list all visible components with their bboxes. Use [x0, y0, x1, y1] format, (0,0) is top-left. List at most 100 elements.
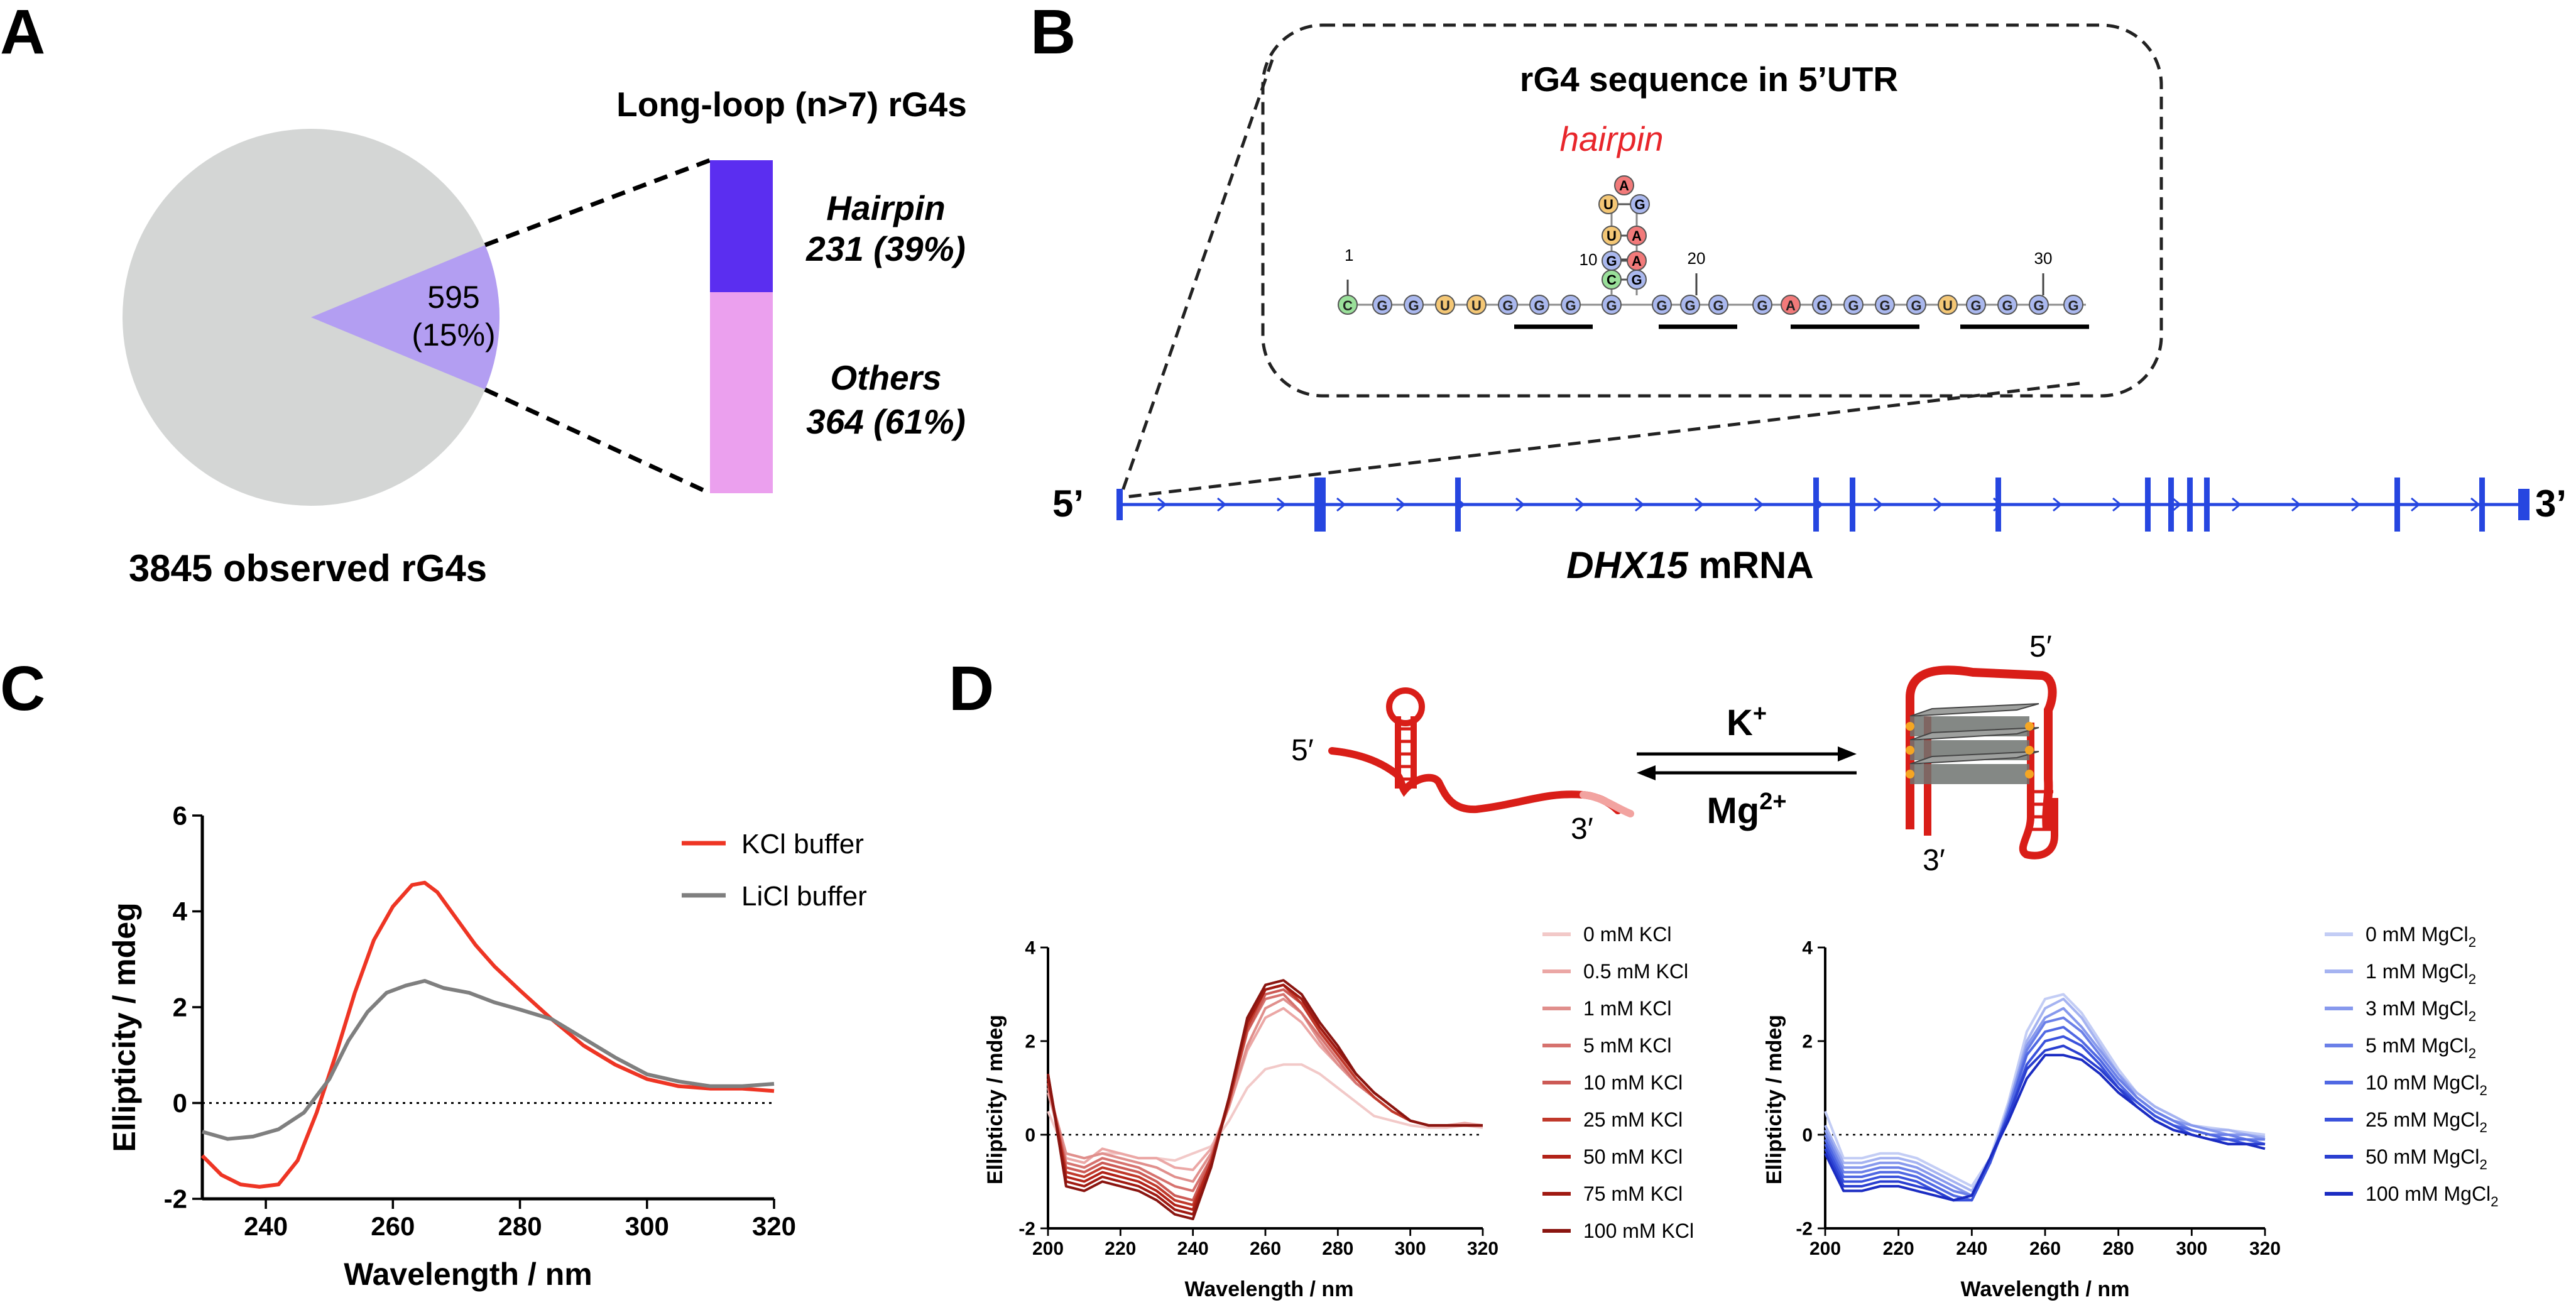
- series-line: [200, 880, 775, 1189]
- k-dot: [2025, 746, 2034, 755]
- nucleotide-letter: G: [1534, 298, 1544, 314]
- nucleotide-node: [1404, 295, 1424, 315]
- chart-c-xlabel: Wavelength / nm: [344, 1257, 592, 1292]
- legend-label: 75 mM KCl: [1583, 1182, 1683, 1205]
- mrna-exon: [1995, 478, 2001, 532]
- series-line: [1047, 993, 1483, 1193]
- x-tick-label: 220: [1105, 1238, 1136, 1259]
- x-tick-label: 280: [498, 1211, 542, 1241]
- x-tick-label: 300: [2176, 1238, 2207, 1259]
- nucleotide-letter: U: [1943, 298, 1953, 314]
- left-3-prime: 3′: [1571, 812, 1593, 846]
- stem-letter-right: A: [1632, 253, 1642, 269]
- legend-label: 5 mM MgCl2: [2366, 1034, 2476, 1061]
- mrna-exon: [2168, 478, 2174, 532]
- rna-stem-pairs: [1398, 727, 1414, 781]
- x-tick-label: 320: [752, 1211, 796, 1241]
- panel-b: rG4 sequence in 5’UTR hairpin 1 10 20 30…: [1052, 23, 2567, 586]
- nucleotide-letter: U: [1440, 298, 1450, 314]
- nucleotide-node: [2063, 295, 2083, 315]
- stem-letter-left: U: [1607, 228, 1617, 244]
- g-quartet-2: [1909, 727, 2039, 741]
- k-dot: [1906, 746, 1914, 755]
- nucleotide-letter: G: [1848, 298, 1858, 314]
- chart-dk-ylabel: Ellipticity / mdeg: [983, 1015, 1007, 1184]
- rna-unfolded: [1328, 747, 1622, 814]
- x-tick-label: 260: [2029, 1238, 2061, 1259]
- panel-a-title: Long-loop (n>7) rG4s: [616, 85, 967, 124]
- g-quartet-3-face: [1910, 764, 2029, 784]
- inset-box: [1261, 23, 2163, 398]
- nucleotide-letter: G: [1816, 298, 1827, 314]
- direction-arrow: [1277, 497, 1287, 512]
- stem-letter-right: G: [1631, 272, 1642, 288]
- legend-label: 3 mM MgCl2: [2366, 997, 2476, 1024]
- nucleotide-letter: G: [1565, 298, 1576, 314]
- chart-dm-axes: 200 220 240 260 280 300 320 -2 0 2 4: [1796, 938, 2281, 1260]
- stem-node-right: [1630, 194, 1650, 214]
- chart-c: Ellipticity / mdeg Wavelength / nm 240 26…: [107, 801, 867, 1292]
- stem-letter-left: U: [1603, 197, 1613, 212]
- y-tick-label: 6: [173, 801, 187, 831]
- y-tick-label: 2: [1802, 1032, 1813, 1052]
- nucleotide-letter: G: [1879, 298, 1890, 314]
- direction-arrow: [1336, 497, 1346, 512]
- chart-d-kcl: Ellipticity / mdeg Wavelength / nm 200 22…: [983, 923, 1694, 1301]
- y-tick-label: 4: [1802, 938, 1813, 959]
- hairpin-name: Hairpin: [826, 188, 945, 227]
- direction-arrow: [1396, 497, 1406, 512]
- k-ion-dots: [1906, 722, 2034, 778]
- k-dot: [1906, 722, 1914, 731]
- legend-label: 25 mM KCl: [1583, 1108, 1683, 1131]
- chart-d-mgcl2: Ellipticity / mdeg Wavelength / nm 200 22…: [1762, 923, 2499, 1301]
- legend-label: 100 mM KCl: [1583, 1220, 1694, 1242]
- stem-node-left: [1602, 270, 1622, 290]
- right-5-prime: 5′: [2029, 630, 2052, 663]
- pie-caption: 3845 observed rG4s: [129, 547, 487, 589]
- direction-arrow: [1754, 497, 1764, 512]
- direction-arrow: [1933, 497, 1943, 512]
- y-tick-label: 2: [1025, 1032, 1035, 1052]
- nucleotide-node: [1652, 295, 1672, 315]
- series-line: [1824, 1016, 2265, 1197]
- nucleotide-letter: G: [1970, 298, 1981, 314]
- hairpin-structure: U GU AG AC GA: [1598, 175, 1650, 295]
- pie-slice-long-loop: [311, 245, 500, 390]
- chart-c-legend: KCl buffer LiCl buffer: [682, 829, 867, 912]
- nucleotide-node: [1466, 295, 1487, 315]
- mrna-exon: [2187, 478, 2193, 532]
- k-dot: [2025, 722, 2034, 731]
- y-tick-label: -2: [1796, 1219, 1813, 1240]
- nucleotide-node: [1708, 295, 1728, 315]
- inset-title: rG4 sequence in 5’UTR: [1520, 60, 1898, 99]
- series-line: [1824, 1054, 2266, 1202]
- k-ion-charge: +: [1753, 701, 1767, 727]
- g4-hairpin-stem: [2031, 790, 2053, 831]
- direction-arrow: [1695, 497, 1705, 512]
- nucleotide-letter: G: [1713, 298, 1723, 314]
- legend-label: 100 mM MgCl2: [2366, 1182, 2499, 1209]
- direction-arrow: [2470, 497, 2480, 512]
- nucleotide-letter: G: [1656, 298, 1667, 314]
- direction-arrow: [1515, 497, 1525, 512]
- series-line: [1047, 988, 1483, 1202]
- mrna-exon: [2394, 478, 2400, 532]
- legend-label: 25 mM MgCl2: [2366, 1108, 2487, 1135]
- direction-arrow: [2112, 497, 2122, 512]
- series-line: [1824, 1035, 2265, 1202]
- legend-label: 1 mM KCl: [1583, 997, 1671, 1020]
- y-tick-label: 4: [173, 897, 188, 926]
- nucleotide-node: [1997, 295, 2017, 315]
- nucleotide-letter: G: [1911, 298, 1921, 314]
- zoom-line-top: [484, 158, 711, 248]
- nucleotide-letter: G: [1502, 298, 1513, 314]
- direction-arrow: [2172, 497, 2182, 512]
- nucleotide-node: [2029, 295, 2049, 315]
- others-name: Others: [830, 358, 941, 397]
- x-tick-label: 280: [1322, 1238, 1353, 1259]
- direction-arrow: [1157, 497, 1167, 512]
- x-tick-label: 260: [371, 1211, 415, 1241]
- nucleotide-node: [1372, 295, 1392, 315]
- chart-dm-legend: 0 mM MgCl2 1 mM MgCl2 3 mM MgCl2 5 mM MgCl2…: [2325, 923, 2499, 1209]
